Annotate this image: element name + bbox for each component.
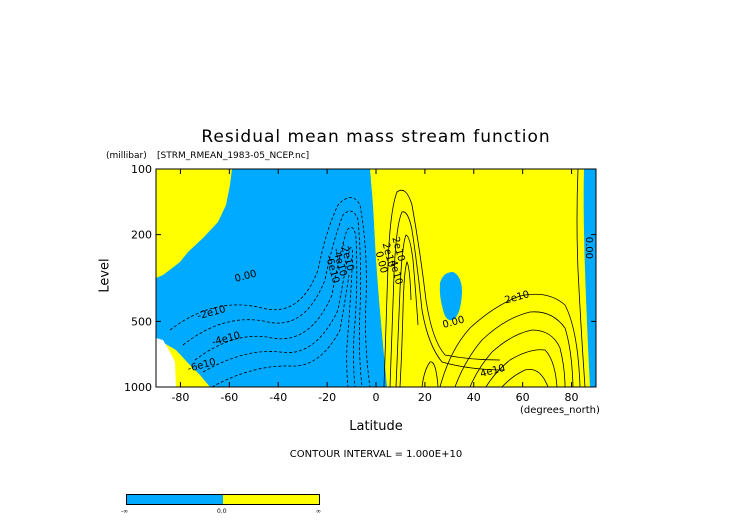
x-tick-label: -20 — [318, 391, 336, 404]
x-tick-label: -40 — [269, 391, 287, 404]
x-tick-label: 80 — [565, 391, 579, 404]
y-axis-title: Level — [97, 258, 113, 293]
colorbar-label-min: -∞ — [121, 508, 129, 515]
colorbar-negative — [127, 495, 223, 504]
negative-region-fill-4 — [583, 169, 596, 387]
y-tick-label: 1000 — [124, 381, 152, 394]
contour-interval-label: CONTOUR INTERVAL = 1.000E+10 — [289, 449, 463, 460]
x-tick-label: 60 — [516, 391, 530, 404]
negative-region-fill-3 — [439, 272, 462, 321]
y-tick-label: 100 — [131, 163, 152, 176]
y-unit-label: (millibar) — [106, 151, 147, 161]
y-tick-label: 500 — [131, 315, 152, 328]
positive-contour-lines — [383, 169, 586, 387]
colorbar — [126, 494, 320, 505]
y-tick-label: 200 — [131, 229, 152, 242]
x-axis-title: Latitude — [349, 419, 403, 434]
x-tick-label: 20 — [418, 391, 432, 404]
colorbar-label-max: ∞ — [316, 508, 321, 515]
chart-title: Residual mean mass stream function — [201, 127, 551, 147]
negative-region-fill-2 — [258, 261, 319, 301]
colorbar-label-zero: 0.0 — [217, 508, 227, 515]
x-tick-label: -60 — [220, 391, 238, 404]
white-missing-region — [156, 338, 176, 387]
x-tick-label: 0 — [373, 391, 380, 404]
negative-contour-lines — [169, 197, 371, 387]
contour-label: 0.00 — [583, 237, 594, 259]
chart-subtitle: [STRM_RMEAN_1983-05_NCEP.nc] — [157, 151, 310, 161]
colorbar-positive — [223, 495, 319, 504]
x-unit-label: (degrees_north) — [520, 405, 600, 416]
x-tick-label: 40 — [467, 391, 481, 404]
x-tick-label: -80 — [171, 391, 189, 404]
y-axis: 100 200 500 1000 — [124, 163, 596, 394]
x-axis: -80 -60 -40 -20 0 20 40 60 80 — [171, 169, 579, 404]
